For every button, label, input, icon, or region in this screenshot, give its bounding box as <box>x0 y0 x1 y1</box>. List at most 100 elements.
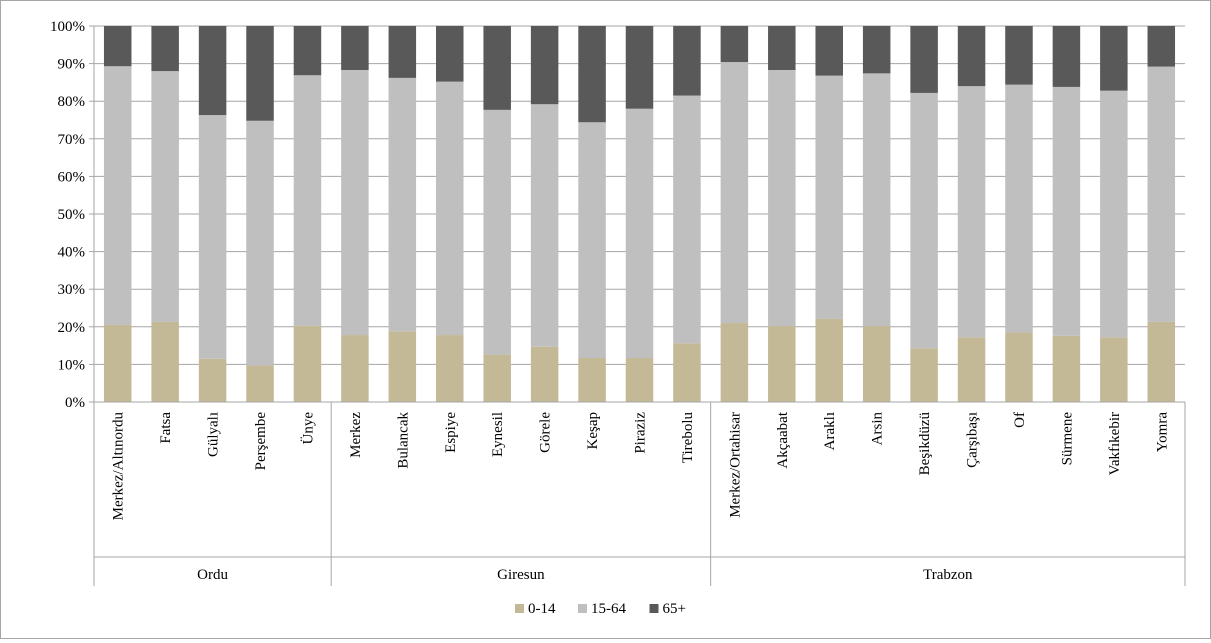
bar-segment-15-64 <box>815 75 843 319</box>
bar-segment-0-14 <box>293 325 322 402</box>
bar-segment-65+ <box>957 26 986 87</box>
bar-segment-0-14 <box>625 358 654 402</box>
y-tick-label: 30% <box>58 282 86 298</box>
bar-segment-0-14 <box>103 324 132 402</box>
bar-segment-65+ <box>246 26 274 121</box>
bar-segment-65+ <box>530 26 559 105</box>
bar-segment-15-64 <box>1052 86 1081 336</box>
bar-segment-65+ <box>1052 26 1081 87</box>
legend-swatch <box>578 604 587 613</box>
bar-segment-0-14 <box>151 321 179 402</box>
bar-segment-0-14 <box>1147 321 1176 402</box>
bar-segment-0-14 <box>578 358 606 402</box>
y-tick-label: 80% <box>58 94 86 110</box>
bar-segment-0-14 <box>957 337 986 402</box>
bar-segment-65+ <box>720 26 749 63</box>
bar-segment-0-14 <box>768 326 796 402</box>
x-category-label: Bulancak <box>395 412 411 469</box>
y-tick-label: 0% <box>65 395 85 411</box>
x-category-label: Gülyalı <box>206 412 222 457</box>
bar-segment-15-64 <box>436 81 464 336</box>
y-tick-label: 50% <box>58 207 86 223</box>
bar-segment-15-64 <box>1100 90 1128 338</box>
bar-segment-15-64 <box>103 66 132 325</box>
x-category-label: Perşembe <box>253 412 269 471</box>
x-category-label: Ünye <box>299 412 316 445</box>
bar-segment-0-14 <box>1052 335 1081 402</box>
axes <box>89 25 1186 586</box>
x-category-label: Keşap <box>585 412 601 450</box>
x-category-label: Yomra <box>1154 412 1170 452</box>
y-tick-label: 10% <box>58 357 86 373</box>
bar-segment-65+ <box>625 26 654 109</box>
x-category-label: Çarşıbaşı <box>965 412 981 468</box>
axis-labels: 0% 10% 20% 30% 40% 50% 60% 70% 80% 90% 100% Merkez/… <box>50 19 1170 583</box>
bar-segment-15-64 <box>625 108 654 359</box>
bar-segment-0-14 <box>673 343 701 402</box>
bar-segment-15-64 <box>768 69 796 327</box>
x-category-label: Vakfıkebir <box>1107 412 1123 475</box>
bar-segment-65+ <box>103 26 132 67</box>
bar-segment-15-64 <box>151 71 179 322</box>
bar-segment-15-64 <box>1005 84 1033 333</box>
x-category-label: Eynesil <box>490 412 506 457</box>
y-tick-label: 70% <box>58 132 86 148</box>
bar-segment-15-64 <box>957 86 986 338</box>
legend-swatch <box>649 604 659 613</box>
bar-segment-65+ <box>1100 26 1128 91</box>
bar-segment-0-14 <box>1100 337 1128 402</box>
x-category-label: Merkez/Altınordu <box>111 412 127 521</box>
bar-segment-15-64 <box>341 69 369 336</box>
bar-segment-65+ <box>293 26 322 76</box>
x-category-label: Piraziz <box>633 412 649 454</box>
bar-segment-65+ <box>198 26 227 116</box>
legend: 0-14 15-64 65+ <box>515 601 686 617</box>
bar-segment-65+ <box>388 26 417 78</box>
x-category-label: Arsin <box>870 412 886 446</box>
y-tick-label: 20% <box>58 320 86 336</box>
x-category-label: Merkez/Ortahisar <box>727 412 743 518</box>
bar-segment-15-64 <box>530 104 559 347</box>
bar-segment-0-14 <box>198 358 227 402</box>
x-category-label: Akçaabat <box>775 411 791 468</box>
bar-segment-0-14 <box>246 365 274 402</box>
bar-segment-15-64 <box>720 62 749 324</box>
bar-segment-0-14 <box>341 335 369 402</box>
bar-segment-65+ <box>341 26 369 70</box>
group-label: Ordu <box>197 567 228 583</box>
legend-label: 15-64 <box>591 601 626 617</box>
y-tick-label: 40% <box>58 245 86 261</box>
bar-segment-0-14 <box>436 335 464 402</box>
x-category-label: Of <box>1012 412 1028 428</box>
bar-segment-65+ <box>436 26 464 82</box>
bar-segment-65+ <box>768 26 796 70</box>
x-category-label: Görele <box>538 412 554 453</box>
legend-label: 65+ <box>663 601 686 617</box>
legend-swatch <box>515 604 524 613</box>
bar-segment-65+ <box>910 26 938 93</box>
bar-segment-0-14 <box>720 323 749 402</box>
bar-segment-15-64 <box>388 77 417 332</box>
bar-segment-65+ <box>578 26 606 123</box>
x-category-label: Merkez <box>348 412 364 458</box>
bar-segment-15-64 <box>862 73 891 327</box>
bar-segment-65+ <box>1147 26 1176 67</box>
group-label: Giresun <box>497 567 545 583</box>
bar-segment-15-64 <box>246 120 274 366</box>
bar-segment-65+ <box>815 26 843 76</box>
bar-segment-15-64 <box>910 92 938 349</box>
x-category-label: Tirebolu <box>680 412 696 464</box>
bar-segment-0-14 <box>530 346 559 402</box>
bar-segment-15-64 <box>198 115 227 359</box>
bar-segment-65+ <box>673 26 701 96</box>
bar-segment-65+ <box>483 26 511 110</box>
bar-segment-0-14 <box>388 331 417 402</box>
x-category-label: Araklı <box>822 412 838 450</box>
x-category-label: Espiye <box>443 412 459 453</box>
bar-segment-0-14 <box>483 354 511 402</box>
x-category-label: Sürmene <box>1059 412 1075 466</box>
y-tick-label: 60% <box>58 169 86 185</box>
bar-segment-0-14 <box>815 318 843 402</box>
y-tick-label: 100% <box>50 19 85 35</box>
